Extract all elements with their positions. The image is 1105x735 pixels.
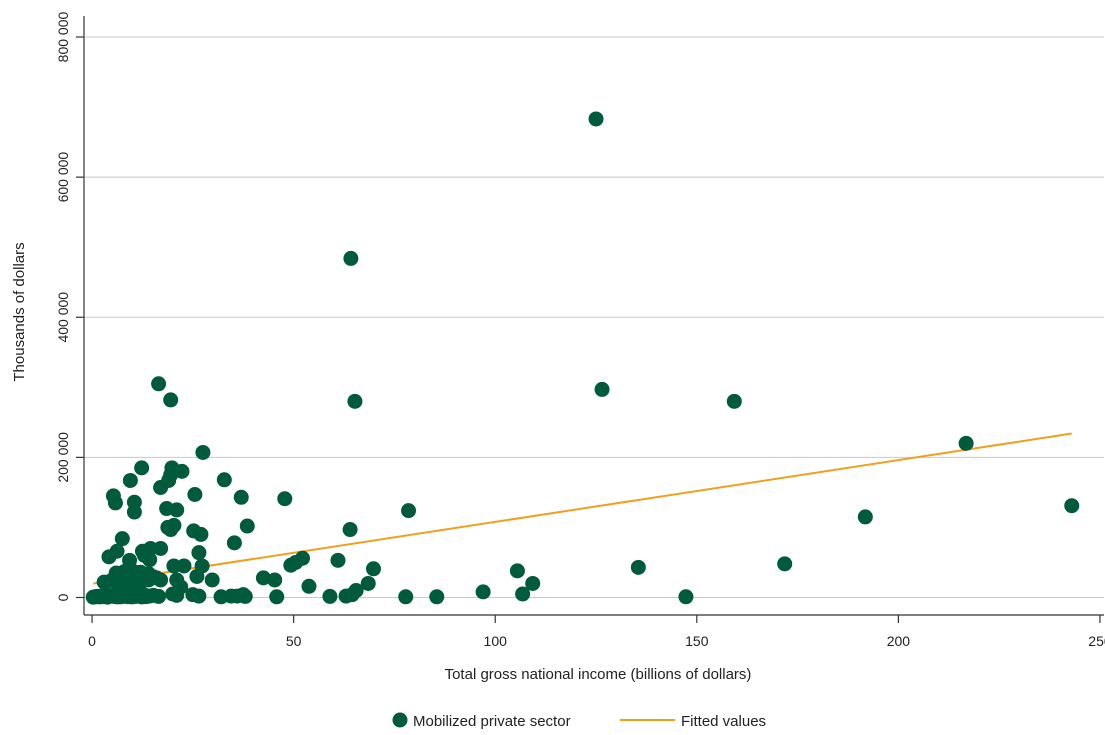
x-ticks: 0 50 100 150 200 250 [88,615,1105,649]
scatter-point [187,486,203,502]
scatter-point [525,575,541,591]
legend-scatter-label: Mobilized private sector [413,713,571,730]
scatter-point [365,561,381,577]
scatter-point [174,463,190,479]
scatter-point [726,393,742,409]
scatter-point [330,552,346,568]
scatter-point [166,517,182,533]
scatter-point [347,393,363,409]
scatter-point [360,575,376,591]
scatter-point [515,586,531,602]
y-axis-title: Thousands of dollars [11,242,28,381]
scatter-point [269,589,285,605]
x-tick-label: 200 [887,633,911,649]
scatter-point [122,552,138,568]
scatter-point [151,588,167,604]
scatter-point [153,572,169,588]
scatter-point [233,489,249,505]
y-tick-label: 800 000 [55,12,71,63]
scatter-point [101,549,117,565]
y-tick-label: 200 000 [55,432,71,483]
x-tick-label: 100 [484,633,508,649]
scatter-point [630,559,646,575]
scatter-point [398,589,414,605]
scatter-point [151,376,167,392]
scatter-point [1064,498,1080,514]
legend-fit-label: Fitted values [681,713,766,730]
scatter-point [239,518,255,534]
scatter-point [204,572,220,588]
scatter-point [142,552,158,568]
scatter-point [348,582,364,598]
scatter-point [223,588,239,604]
legend: Mobilized private sector Fitted values [392,712,766,730]
y-tick-label: 0 [55,593,71,601]
scatter-point [322,588,338,604]
y-ticks: 0 200 000 400 000 600 000 800 000 [55,12,84,601]
legend-scatter-marker [392,712,408,728]
scatter-point [163,392,179,408]
scatter-point [169,502,185,518]
scatter-point [122,472,138,488]
scatter-point [288,554,304,570]
scatter-point [141,566,157,582]
scatter-point [429,589,445,605]
gridlines [84,36,1104,598]
fitted-line-layer [93,432,1072,585]
scatter-point [777,556,793,572]
scatter-point [475,584,491,600]
scatter-point [189,568,205,584]
scatter-points [85,111,1080,605]
scatter-point [958,435,974,451]
x-tick-label: 150 [685,633,709,649]
y-tick-label: 600 000 [55,152,71,203]
scatter-point [678,589,694,605]
axes [83,16,1104,616]
scatter-point [216,472,232,488]
scatter-point [342,522,358,538]
scatter-point [509,563,525,579]
scatter-point [255,570,271,586]
scatter-point [191,588,207,604]
scatter-point [195,444,211,460]
scatter-point [594,381,610,397]
scatter-point [126,504,142,520]
scatter-point [267,572,283,588]
x-tick-label: 50 [286,633,302,649]
scatter-point [114,531,130,547]
scatter-point [191,545,207,561]
scatter-point [277,491,293,507]
scatter-point [134,460,150,476]
scatter-point [107,495,123,511]
scatter-point [176,558,192,574]
x-axis-title: Total gross national income (billions of… [445,666,752,683]
fitted-values-line [93,432,1072,585]
scatter-point [301,578,317,594]
scatter-point [343,250,359,266]
y-tick-label: 400 000 [55,292,71,343]
scatter-point [193,526,209,542]
scatter-point [173,579,189,595]
x-tick-label: 0 [88,633,96,649]
scatter-point [588,111,604,127]
scatter-point [237,588,253,604]
scatter-point [153,479,169,495]
x-tick-label: 250 [1088,633,1105,649]
scatter-point [401,503,417,519]
scatter-point [857,509,873,525]
scatter-point [153,540,169,556]
scatter-point [226,535,242,551]
